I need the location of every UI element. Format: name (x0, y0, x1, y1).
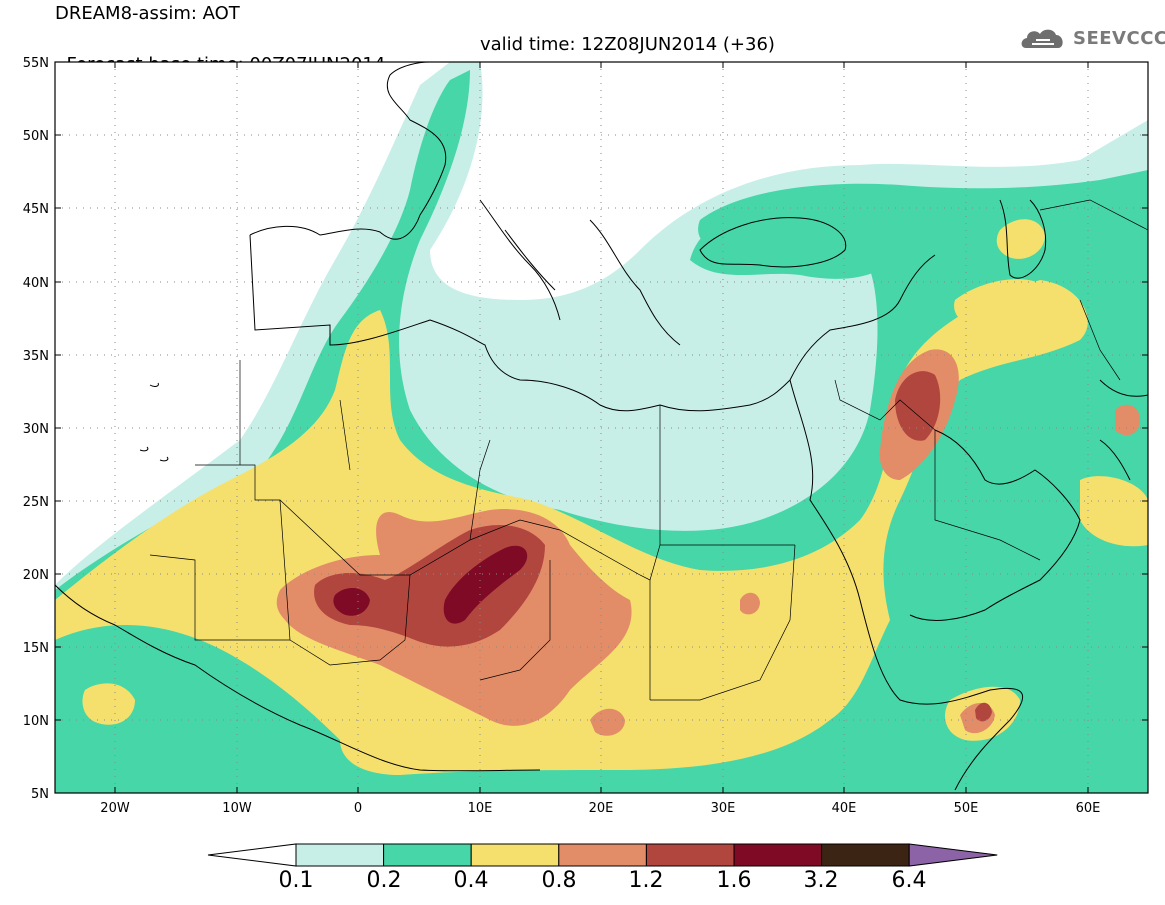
lon-label-60e: 60E (1076, 801, 1101, 816)
coastlines (55, 62, 1148, 791)
arabian-sea-yellow-patch (1080, 476, 1148, 547)
colorbar-swatch (821, 843, 910, 867)
colorbar-label-4: 1.2 (628, 868, 664, 893)
colorbar-label-7: 6.4 (891, 868, 927, 893)
aot-1.6-core-mali (333, 588, 370, 616)
salmon-patch-1 (590, 708, 625, 736)
colorbar-swatch (295, 843, 385, 867)
aot-field (55, 62, 1148, 793)
country-borders (149, 199, 1148, 701)
lon-label-30e: 30E (711, 801, 736, 816)
colorbar-label-6: 3.2 (803, 868, 839, 893)
lat-label-20n: 20N (23, 568, 49, 583)
colorbar-swatch (558, 843, 647, 867)
lat-label-30n: 30N (23, 422, 49, 437)
colorbar-swatch (383, 843, 472, 867)
colorbar-label-1: 0.2 (366, 868, 402, 893)
brick-patch-somalia (975, 702, 992, 722)
aot-1.2-band-sahara (314, 525, 545, 647)
valid-time: valid time: 12Z08JUN2014 (+36) (480, 34, 775, 55)
lat-label-15n: 15N (23, 641, 49, 656)
caspian-yellow-patch (996, 219, 1045, 259)
colorbar-label-2: 0.4 (453, 868, 489, 893)
lat-label-5n: 5N (31, 787, 49, 802)
colorbar (207, 843, 998, 867)
lon-label-20w: 20W (100, 801, 130, 816)
lon-label-10e: 10E (468, 801, 493, 816)
colorbar-swatch (470, 843, 560, 867)
black-sea-green-patch (690, 200, 896, 279)
colorbar-left-arrow (207, 843, 297, 867)
graticule (55, 62, 1148, 793)
lat-label-45n: 45N (23, 202, 49, 217)
seevccc-logo: SEEVCCC (1018, 24, 1165, 54)
cloud-icon (1021, 29, 1063, 48)
colorbar-swatch (733, 843, 823, 867)
west-africa-yellow-patch (82, 683, 135, 725)
salmon-patch-3 (1115, 404, 1140, 436)
lat-label-35n: 35N (23, 349, 49, 364)
iran-yellow-patch (954, 279, 1052, 330)
lat-tick-marks (55, 61, 1148, 794)
lon-tick-labels: 20W 10W 0 10E 20E 30E 40E 50E 60E (100, 801, 1100, 816)
aot-1.6-core-niger (443, 545, 528, 624)
colorbar-label-3: 0.8 (541, 868, 577, 893)
lon-label-20e: 20E (589, 801, 614, 816)
salmon-patch-2 (740, 592, 760, 615)
chart-title: DREAM8-assim: AOT (55, 3, 240, 24)
lon-tick-marks (114, 62, 1089, 793)
lat-label-55n: 55N (23, 56, 49, 71)
lat-label-50n: 50N (23, 129, 49, 144)
lon-label-40e: 40E (832, 801, 857, 816)
aot-1.2-band-iraq (895, 371, 941, 441)
lat-label-10n: 10N (23, 714, 49, 729)
lon-label-50e: 50E (954, 801, 979, 816)
lat-tick-labels: 55N 50N 45N 40N 35N 30N 25N 20N 15N 10N … (23, 56, 49, 802)
colorbar-label-0: 0.1 (278, 868, 314, 893)
aot-0.4-band (55, 280, 1088, 775)
lon-label-10w: 10W (222, 801, 252, 816)
colorbar-label-5: 1.6 (716, 868, 752, 893)
colorbar-right-arrow (908, 843, 998, 867)
colorbar-swatch (645, 843, 735, 867)
lon-label-0: 0 (354, 801, 362, 816)
logo-text: SEEVCCC (1073, 28, 1165, 49)
lat-label-40n: 40N (23, 276, 49, 291)
lat-label-25n: 25N (23, 495, 49, 510)
